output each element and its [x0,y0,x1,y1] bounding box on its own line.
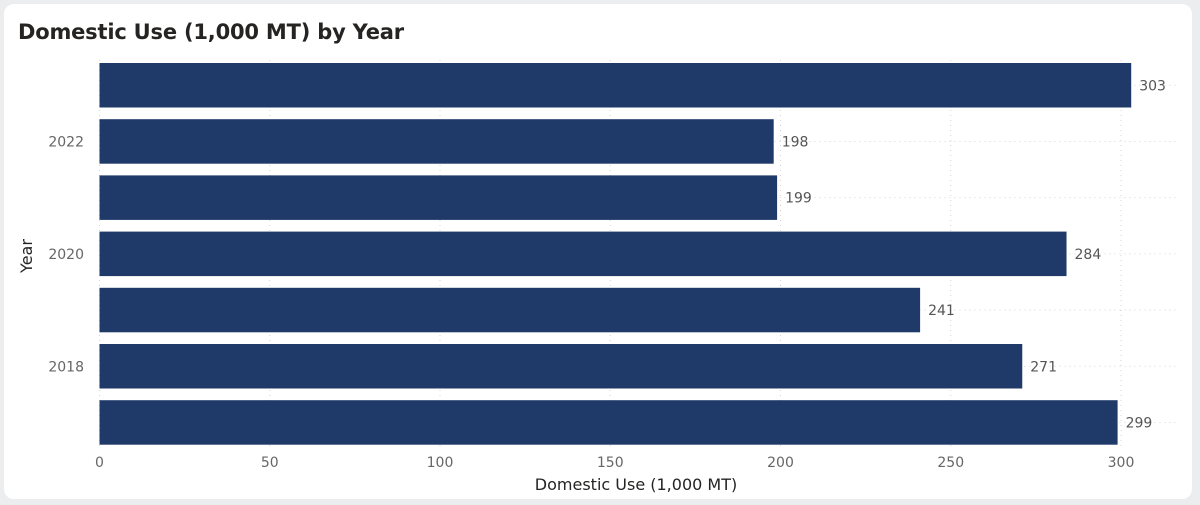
bars [99,63,1132,445]
data-label-2023: 303 [1139,78,1166,94]
bar-2019[interactable] [99,287,921,333]
x-tick-100: 100 [427,455,454,471]
y-tick-2022: 2022 [48,134,84,150]
data-label-2020: 284 [1075,247,1102,263]
bar-2021[interactable] [99,175,778,220]
x-tick-labels: 0 50 100 150 200 250 300 [95,455,1134,471]
x-axis-title: Domestic Use (1,000 MT) [535,475,737,494]
y-tick-2018: 2018 [48,359,84,375]
data-labels: 303 198 199 284 241 271 299 [782,78,1166,431]
chart-title: Domestic Use (1,000 MT) by Year [18,20,404,44]
y-axis-title: Year [17,239,36,274]
x-tick-0: 0 [95,455,104,471]
x-tick-200: 200 [767,455,794,471]
bar-2022[interactable] [99,119,774,164]
x-tick-250: 250 [937,455,964,471]
x-tick-50: 50 [261,455,279,471]
bar-2017[interactable] [99,400,1118,445]
data-label-2021: 199 [785,191,812,207]
y-tick-labels: 2022 2020 2018 [48,134,84,375]
y-tick-2020: 2020 [48,247,84,263]
x-tick-300: 300 [1108,455,1135,471]
x-tick-150: 150 [597,455,624,471]
data-label-2018: 271 [1030,359,1057,375]
data-label-2017: 299 [1126,415,1153,431]
bar-2023[interactable] [99,63,1132,108]
bar-chart: 303 198 199 284 241 271 299 2022 2020 2018 0 50 10… [17,60,1176,494]
chart-card: Domestic Use (1,000 MT) by Year 303 198 19… [4,4,1192,499]
bar-2018[interactable] [99,344,1023,389]
data-label-2019: 241 [928,303,955,319]
data-label-2022: 198 [782,134,809,150]
bar-2020[interactable] [99,231,1067,277]
